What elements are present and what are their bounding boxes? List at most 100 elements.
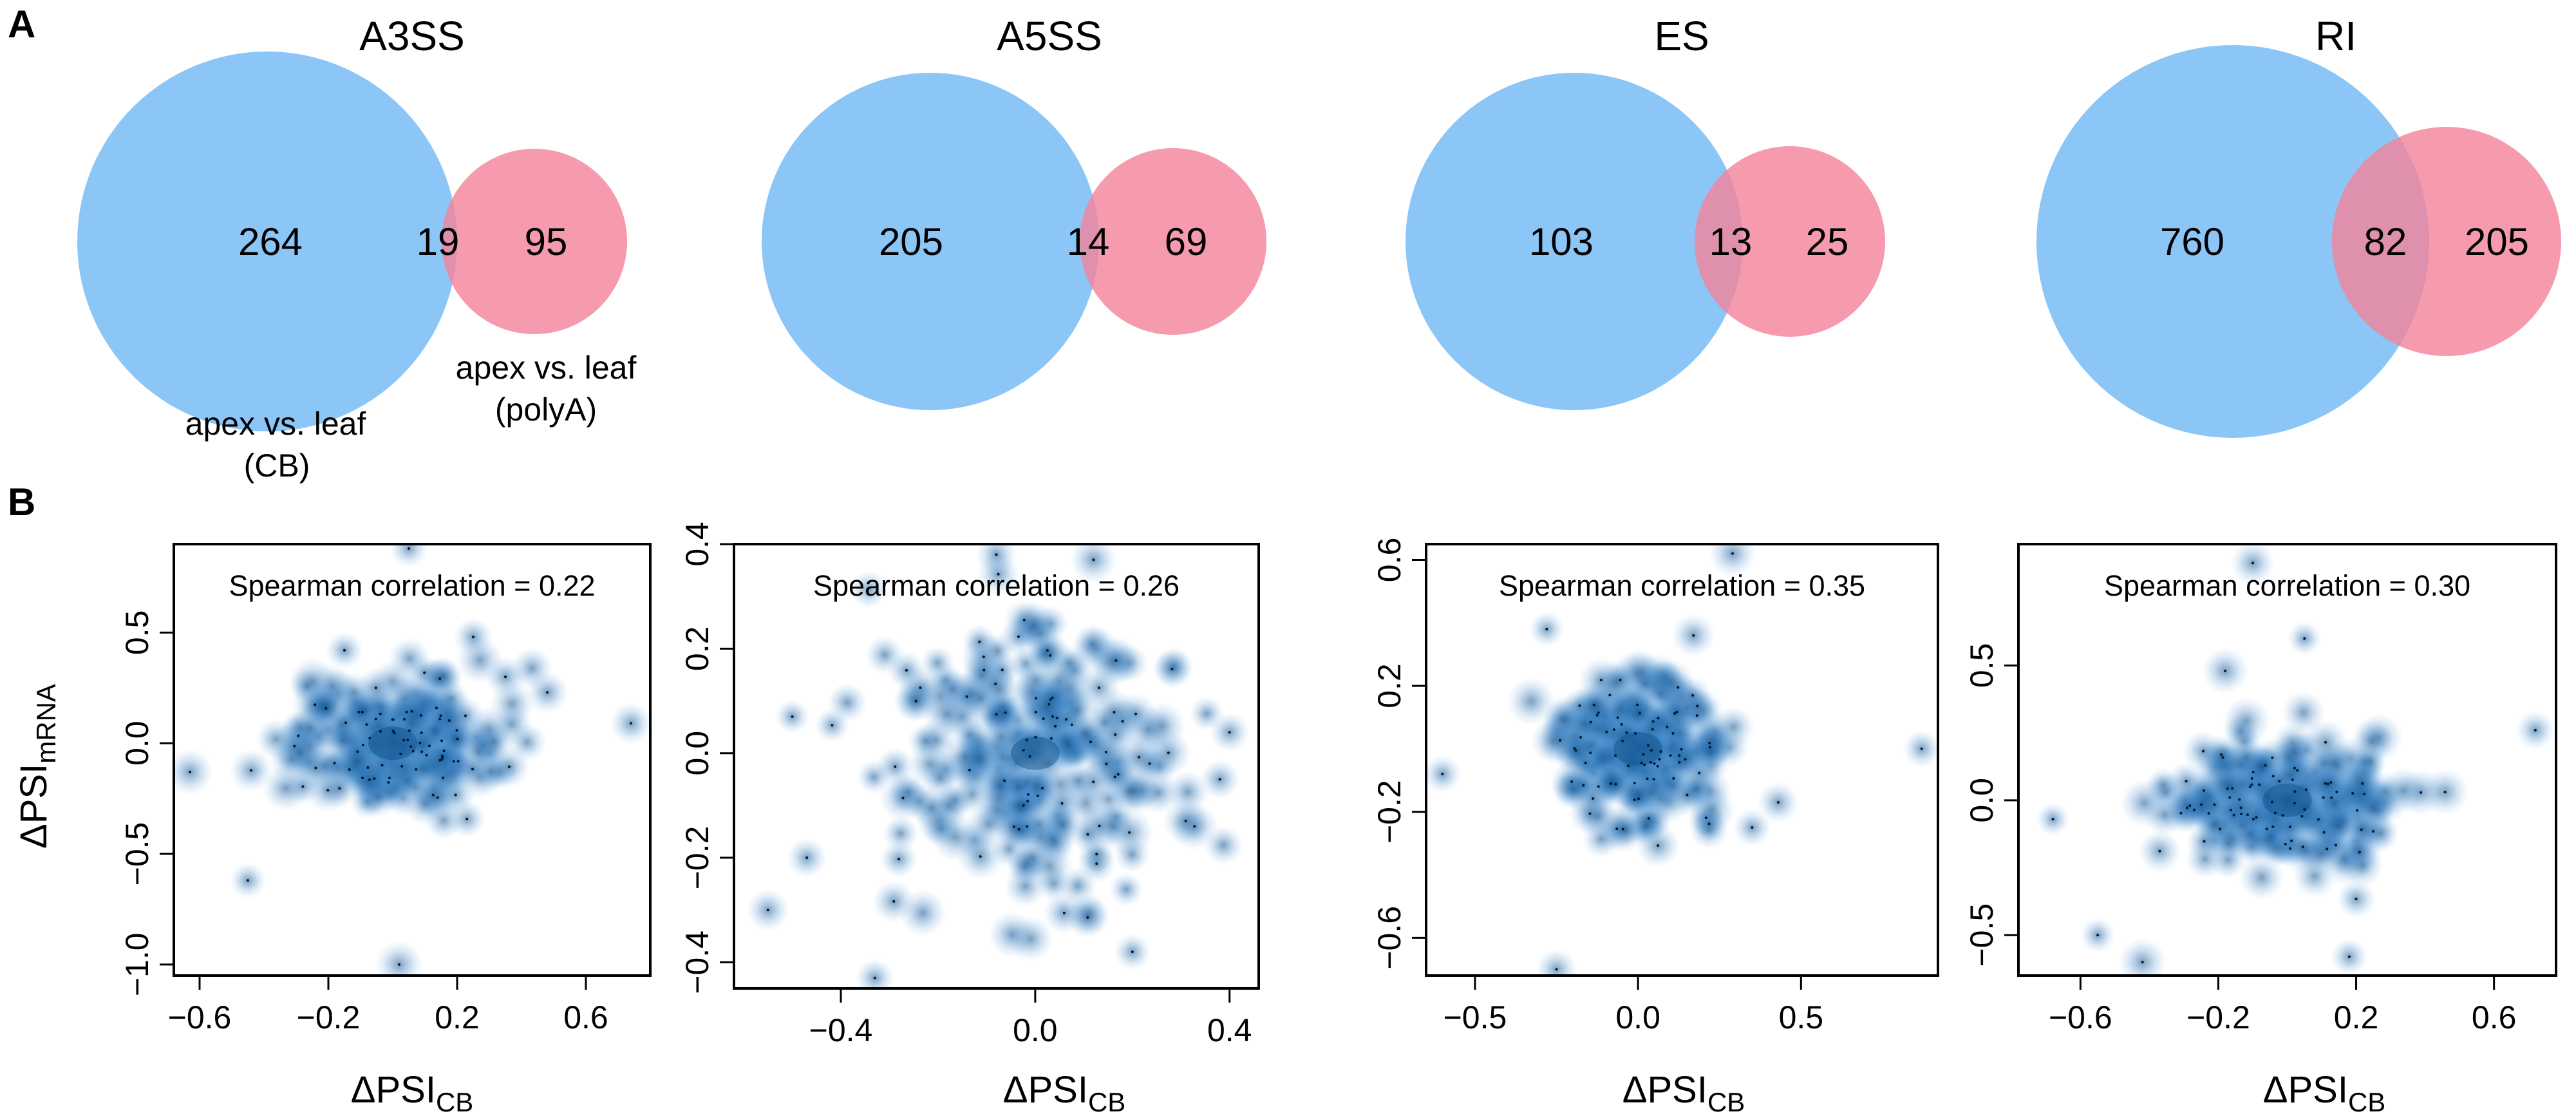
data-point [361,777,364,780]
density-core-center [1010,736,1060,770]
y-tick-label: −0.5 [1964,903,2000,967]
data-point [366,766,370,769]
data-point [1605,730,1608,733]
density-blob [2230,544,2275,585]
data-point [247,879,249,882]
data-point [2231,787,2234,790]
data-point [1026,825,1029,828]
data-point [379,712,382,715]
venn-title: A5SS [997,13,1102,59]
data-point [1051,696,1054,699]
plot-frame [173,543,652,977]
correlation-label: Spearman correlation = 0.22 [229,569,595,602]
y-tick-label: 0.2 [1371,663,1407,708]
y-tick-label: −0.2 [679,826,715,890]
plot-frame [2017,543,2557,977]
data-point [2284,843,2287,846]
data-point [425,753,428,757]
data-point [919,686,922,690]
correlation-label: Spearman correlation = 0.26 [813,569,1180,602]
data-point [1086,833,1089,836]
density-core-center [2262,783,2312,817]
data-point [418,741,422,744]
data-point [1170,667,1174,670]
data-point [2281,814,2284,817]
venn-count-overlap: 19 [417,220,460,263]
data-point [1051,715,1054,718]
data-point [1089,741,1093,744]
data-point [894,765,897,768]
data-point [1610,782,1613,785]
density-core [348,713,438,773]
x-axis-label-2: ΔPSICB [1003,1069,1126,1114]
panel-label-b: B [8,480,35,524]
data-point [2248,785,2252,788]
data-point [2193,808,2196,811]
data-point [1642,753,1645,756]
y-tick-label: −0.4 [679,930,715,994]
venn-title: A3SS [359,13,465,59]
data-point [368,778,371,781]
data-point [387,781,390,784]
scatter-a5ss: −0.4 0.0 0.4 −0.4 −0.2 0.0 0.2 0.4 Spearman corr… [679,522,1260,1048]
density-blob [2341,844,2384,887]
data-point [1022,804,1025,807]
data-point [1095,853,1098,856]
venn-set-right [2332,127,2561,356]
data-point [1638,712,1641,715]
data-point [1555,968,1558,971]
data-point [1616,716,1619,719]
data-point [2199,803,2203,806]
data-point [1704,817,1707,820]
data-point [1026,793,1029,796]
density-blob [1536,948,1577,976]
density-blob [940,733,989,782]
data-point [1650,760,1653,764]
data-point [343,648,346,652]
data-point [1626,764,1630,768]
venn-count-right: 25 [1806,220,1849,263]
density-blob [388,637,431,681]
data-point [2207,812,2210,815]
data-point [324,706,328,710]
scatter-ri: −0.6 −0.2 0.2 0.6 −0.5 0.0 0.5 Spearman correla… [1964,543,2557,1035]
data-point [2329,781,2333,784]
data-point [1559,739,1562,742]
data-point [1579,736,1583,739]
data-point [1776,801,1780,804]
data-point [348,768,351,771]
data-point [189,770,191,773]
density-blob [2144,794,2186,836]
data-point [326,789,330,792]
x-tick-label: −0.4 [809,1012,873,1048]
x-tick-label: −0.6 [2049,999,2112,1035]
data-point [1114,733,1117,736]
data-point [1669,754,1672,757]
data-point [2326,847,2329,851]
data-point [1634,732,1637,735]
data-point [1002,779,1006,782]
data-point [1650,749,1653,752]
data-point [402,739,406,742]
density-blob [1069,544,1118,584]
density-blob [883,815,919,851]
data-point [1441,773,1444,776]
data-point [2326,782,2329,786]
data-point [2250,783,2253,786]
density-blob [850,571,888,609]
data-point [1696,704,1699,708]
data-point [978,640,981,643]
density-blob [856,759,892,795]
data-point [442,777,445,780]
data-point [439,714,442,717]
data-point [435,706,438,710]
data-point [456,760,460,763]
x-axis-label-3: ΔPSICB [1622,1069,1745,1114]
venn-es: ES 103 13 25 [1406,13,1885,410]
y-tick-label: 0.0 [1964,778,2000,823]
data-point [393,732,396,735]
data-point [398,963,400,966]
data-point [1636,703,1639,706]
data-point [368,737,371,740]
data-point [1218,778,1221,781]
